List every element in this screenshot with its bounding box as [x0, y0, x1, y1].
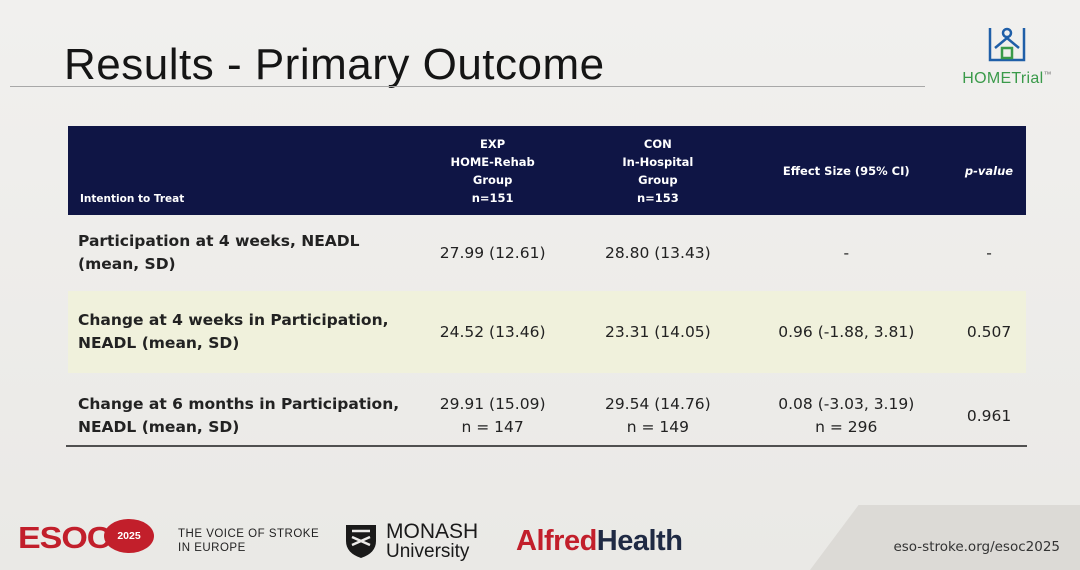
alfred-health-logo: AlfredHealth	[516, 525, 683, 558]
esoc-logo-text: ESOC	[18, 520, 111, 556]
row-label: Change at 6 months in Participation, NEA…	[68, 373, 410, 459]
p-value: -	[986, 244, 992, 262]
alfred-text: Alfred	[516, 525, 597, 557]
header-intention-to-treat: Intention to Treat	[68, 126, 410, 215]
esoc-tagline: THE VOICE OF STROKE IN EUROPE	[178, 527, 319, 555]
con-value: 29.54 (14.76) n = 149	[575, 373, 740, 459]
row-label-line: (mean, SD)	[78, 255, 176, 273]
row-label-line: Participation at 4 weeks, NEADL	[78, 232, 360, 250]
con-value-line: 29.54 (14.76)	[604, 395, 711, 413]
header-exp-line: n=151	[471, 190, 514, 205]
exp-n-line: n = 147	[461, 418, 524, 436]
header-exp-line: Group	[472, 172, 513, 187]
url-panel: eso-stroke.org/esoc2025	[810, 505, 1080, 570]
conference-url: eso-stroke.org/esoc2025	[893, 539, 1060, 555]
con-n-line: n = 149	[626, 418, 689, 436]
results-table: Intention to Treat EXP HOME-Rehab Group …	[68, 126, 1026, 459]
con-value: 23.31 (14.05)	[575, 291, 741, 373]
footer: ESOC 2025 THE VOICE OF STROKE IN EUROPE …	[0, 505, 1080, 570]
header-effect-size: Effect Size (95% CI)	[740, 126, 953, 215]
effect-size-value: 0.08 (-3.03, 3.19) n = 296	[740, 373, 952, 459]
con-value: 28.80 (13.43)	[604, 244, 711, 262]
effect-n-line: n = 296	[815, 418, 878, 436]
header-exp-group: EXP HOME-Rehab Group n=151	[410, 126, 576, 215]
exp-value: 29.91 (15.09) n = 147	[410, 373, 575, 459]
table-row: Change at 6 months in Participation, NEA…	[68, 373, 1026, 459]
table-bottom-rule	[66, 445, 1027, 447]
table-row-highlighted: Change at 4 weeks in Participation, NEAD…	[68, 291, 1026, 373]
effect-size-value: 0.96 (-1.88, 3.81)	[740, 291, 953, 373]
table-header-row: Intention to Treat EXP HOME-Rehab Group …	[68, 126, 1026, 215]
header-con-line: CON	[643, 136, 672, 151]
p-value: 0.961	[966, 406, 1012, 425]
p-value: 0.507	[952, 291, 1026, 373]
exp-value-line: 29.91 (15.09)	[439, 395, 546, 413]
header-exp-line: HOME-Rehab	[450, 154, 535, 169]
exp-value: 27.99 (12.61)	[439, 244, 546, 262]
row-label-line: Change at 4 weeks in Participation,	[78, 311, 389, 329]
header-con-group: CON In-Hospital Group n=153	[575, 126, 741, 215]
trademark-mark: ™	[1043, 70, 1052, 79]
monash-crest-icon	[346, 525, 376, 558]
slide-title: Results - Primary Outcome	[64, 40, 605, 89]
home-trial-logo-text: HOMETrial	[962, 70, 1044, 87]
header-p-value: p-value	[952, 126, 1026, 215]
row-label: Participation at 4 weeks, NEADL (mean, S…	[68, 215, 410, 291]
header-con-line: Group	[638, 172, 678, 187]
health-text: Health	[596, 525, 683, 557]
header-exp-line: EXP	[480, 136, 506, 151]
row-label-line: NEADL (mean, SD)	[78, 418, 240, 436]
home-trial-icon	[988, 27, 1026, 62]
monash-name: MONASH	[386, 520, 479, 543]
row-label: Change at 4 weeks in Participation, NEAD…	[68, 291, 410, 373]
header-con-line: n=153	[636, 190, 679, 205]
tagline-line: IN EUROPE	[178, 542, 246, 554]
row-label-line: NEADL (mean, SD)	[78, 334, 240, 352]
effect-value-line: 0.08 (-3.03, 3.19)	[778, 395, 915, 413]
home-trial-logo: HOMETrial™	[952, 24, 1062, 88]
esoc-year-badge: 2025	[104, 519, 154, 553]
tagline-line: THE VOICE OF STROKE	[178, 528, 320, 540]
monash-logo: MONASH University	[386, 520, 479, 562]
exp-value: 24.52 (13.46)	[410, 291, 576, 373]
row-label-line: Change at 6 months in Participation,	[78, 395, 400, 413]
header-con-line: In-Hospital	[622, 154, 694, 169]
table-row: Participation at 4 weeks, NEADL (mean, S…	[68, 215, 1026, 291]
effect-size-value: -	[843, 244, 850, 262]
monash-university: University	[386, 541, 470, 562]
title-divider	[10, 86, 925, 87]
